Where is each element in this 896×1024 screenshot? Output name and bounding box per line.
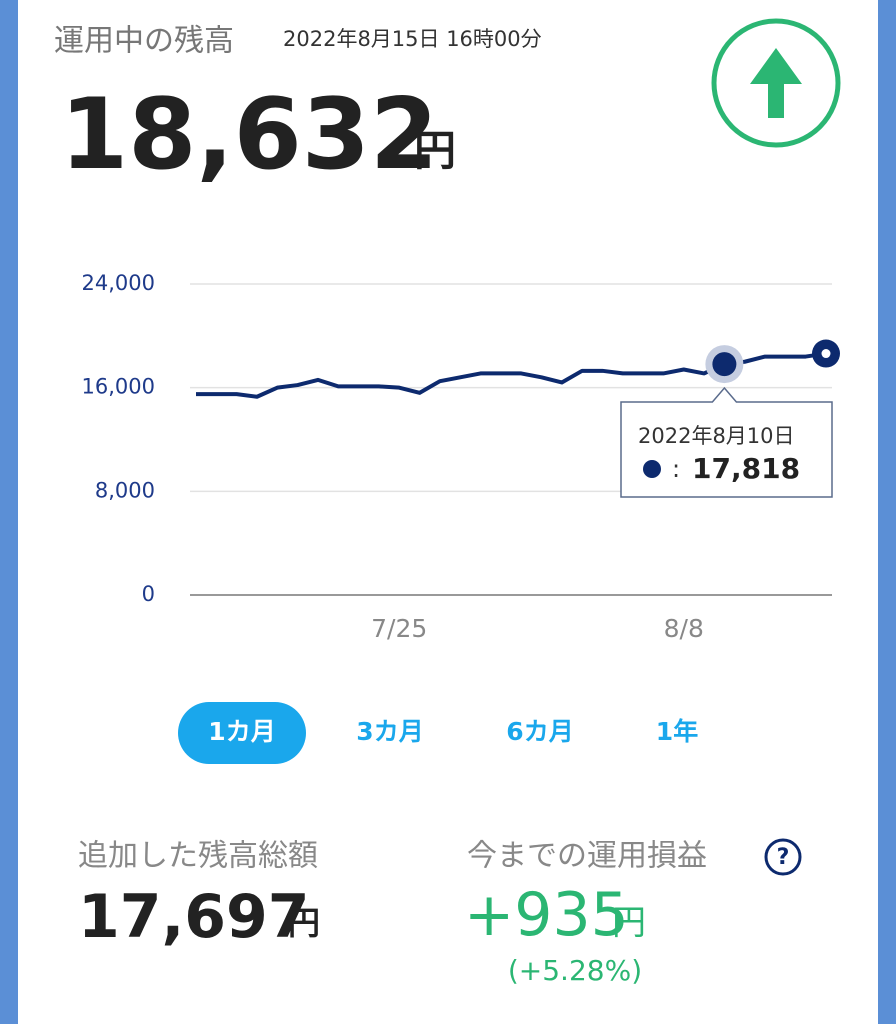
- tooltip-sep: :: [672, 455, 680, 483]
- balance-value: 18,632: [60, 78, 438, 192]
- tab[interactable]: 1年: [656, 717, 698, 746]
- profit-value: +935: [464, 880, 629, 950]
- tab-active-bg: [178, 702, 306, 764]
- profit-unit: 円: [612, 903, 646, 943]
- end-point-inner: [821, 349, 831, 359]
- y-tick-label: 0: [142, 582, 155, 606]
- tooltip-value: 17,818: [692, 452, 800, 485]
- tooltip-dot: [643, 460, 661, 478]
- y-tick-label: 8,000: [95, 478, 155, 502]
- tooltip-date: 2022年8月10日: [638, 424, 795, 448]
- deposit-value: 17,697: [78, 882, 310, 952]
- trend-icon: [711, 18, 841, 148]
- help-text[interactable]: ?: [777, 845, 790, 870]
- highlight-point: [712, 352, 737, 377]
- tab-active[interactable]: 1カ月: [208, 717, 275, 746]
- y-tick-label: 16,000: [82, 375, 155, 399]
- tooltip: [620, 386, 833, 498]
- profit-rate: (+5.28%): [508, 954, 642, 987]
- x-tick-label: 7/25: [371, 614, 427, 643]
- tab[interactable]: 6カ月: [506, 717, 573, 746]
- timestamp: 2022年8月15日 16時00分: [283, 27, 542, 51]
- help-icon[interactable]: [764, 838, 802, 876]
- balance-title: 運用中の残高: [54, 24, 234, 59]
- x-tick-label: 8/8: [664, 614, 704, 643]
- tab[interactable]: 3カ月: [356, 717, 423, 746]
- y-tick-label: 24,000: [82, 271, 155, 295]
- deposit-unit: 円: [288, 904, 320, 942]
- profit-label: 今までの運用損益: [467, 839, 707, 874]
- deposit-label: 追加した残高総額: [78, 839, 318, 874]
- balance-unit: 円: [414, 126, 456, 175]
- side-bar: [878, 0, 896, 1024]
- side-bar: [0, 0, 18, 1024]
